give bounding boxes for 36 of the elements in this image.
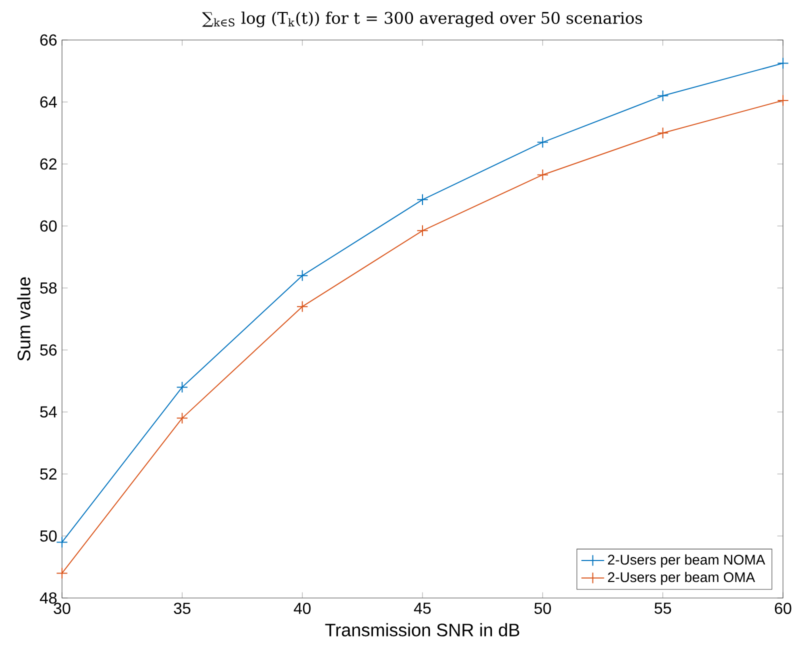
point xyxy=(656,90,669,102)
point xyxy=(56,567,68,580)
point xyxy=(176,412,188,424)
point xyxy=(416,194,428,206)
point xyxy=(176,381,188,394)
y-axis-title: Sum value xyxy=(17,277,30,361)
point xyxy=(536,169,548,181)
x-axis-title: Transmission SNR in dB xyxy=(325,623,520,636)
point xyxy=(56,536,68,548)
legend-label: 2-Users per beam OMA xyxy=(608,572,756,585)
y-tick-label: 48 xyxy=(40,592,57,604)
legend-label: 2-Users per beam NOMA xyxy=(608,554,766,568)
point xyxy=(777,94,789,106)
x-tick-label: 35 xyxy=(174,602,190,614)
y-tick-label: 50 xyxy=(40,530,57,542)
x-tick-label: 60 xyxy=(774,602,792,614)
point xyxy=(416,224,428,236)
y-tick-label: 52 xyxy=(40,468,56,480)
y-tick-label: 58 xyxy=(40,282,57,294)
point xyxy=(296,300,308,312)
point xyxy=(536,136,548,148)
x-tick-label: 45 xyxy=(414,602,431,614)
chart-title: ∑$_{k∈S}$ log (T$_{k}$(t)) for t = 300 averaged over 50 scenarios xyxy=(202,12,642,28)
y-tick-label: 64 xyxy=(40,96,57,108)
x-tick-label: 30 xyxy=(54,602,70,614)
point xyxy=(296,270,308,282)
point xyxy=(777,57,789,70)
y-tick-label: 60 xyxy=(40,220,57,232)
x-tick-label: 50 xyxy=(534,602,551,614)
y-tick-label: 62 xyxy=(40,158,56,170)
point xyxy=(656,127,669,139)
y-tick-label: 56 xyxy=(40,344,57,356)
y-tick-label: 66 xyxy=(40,34,57,46)
x-tick-label: 40 xyxy=(294,602,311,614)
y-tick-label: 54 xyxy=(40,406,57,418)
x-tick-label: 55 xyxy=(654,602,672,614)
